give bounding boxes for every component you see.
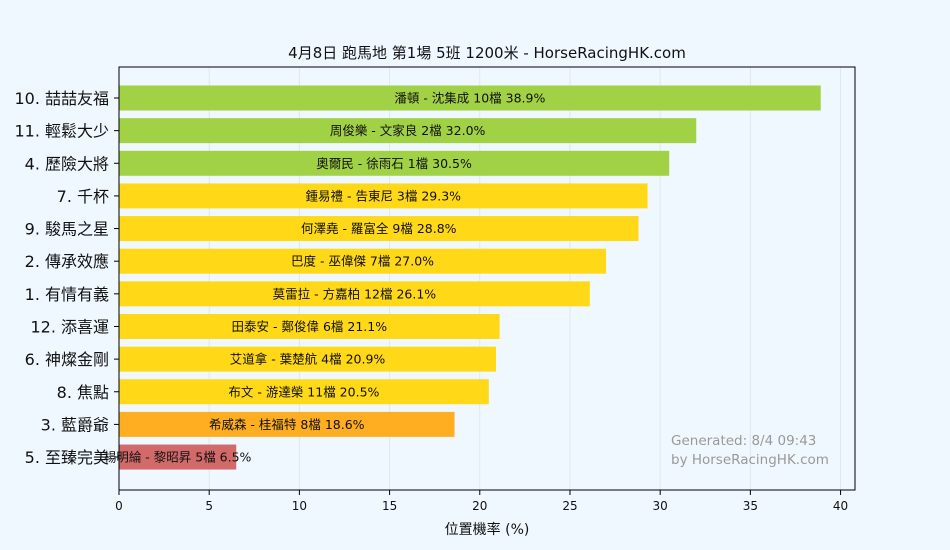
category-label: 7. 千杯: [57, 187, 109, 206]
bar: [119, 444, 237, 470]
bar-label: 希威森 - 桂福特 8檔 18.6%: [209, 417, 365, 432]
bar: [119, 248, 607, 274]
bar-label: 潘頓 - 沈集成 10檔 38.9%: [394, 91, 545, 106]
x-tick-label: 30: [653, 499, 668, 513]
bar-label: 巴度 - 巫偉傑 7檔 27.0%: [291, 254, 434, 269]
bar-label: 何澤堯 - 羅富全 9檔 28.8%: [301, 221, 457, 236]
x-tick-label: 0: [115, 499, 123, 513]
x-axis-label: 位置機率 (%): [445, 521, 530, 538]
category-label: 10. 喆喆友福: [14, 89, 109, 108]
category-label: 8. 焦點: [57, 383, 109, 402]
x-tick-label: 20: [472, 499, 487, 513]
bar-label: 艾道拿 - 葉楚航 4檔 20.9%: [230, 352, 386, 367]
category-label: 9. 駿馬之星: [25, 220, 109, 239]
chart-title: 4月8日 跑馬地 第1場 5班 1200米 - HorseRacingHK.co…: [288, 44, 686, 62]
bar-label: 奧爾民 - 徐雨石 1檔 30.5%: [316, 156, 472, 171]
bars: 潘頓 - 沈集成 10檔 38.9% 周俊樂 - 文家良 2檔 32.0% 奧爾民 …: [104, 85, 821, 470]
bar-label: 鍾易禮 - 告東尼 3檔 29.3%: [305, 188, 461, 203]
bar: [119, 281, 590, 307]
category-label: 3. 藍爵爺: [41, 415, 109, 434]
bar: [119, 216, 639, 242]
category-labels: 10. 喆喆友福 11. 輕鬆大少 4. 歷險大將 7. 千杯 9. 駿馬之星 2. 傳承…: [14, 89, 119, 467]
x-tick-label: 10: [292, 499, 307, 513]
watermark-generated: Generated: 8/4 09:43: [671, 433, 816, 449]
bar: [119, 150, 670, 176]
bar: [119, 379, 489, 405]
category-label: 11. 輕鬆大少: [14, 122, 109, 141]
category-label: 1. 有情有義: [25, 285, 109, 304]
bar: [119, 346, 497, 372]
x-axis-ticks: 0 5 10 15 20 25 30 35 40: [115, 490, 848, 513]
category-label: 6. 神燦金剛: [25, 350, 109, 369]
category-label: 12. 添喜運: [30, 317, 109, 336]
x-tick-label: 5: [205, 499, 213, 513]
category-label: 2. 傳承效應: [25, 252, 109, 271]
category-label: 4. 歷險大將: [25, 154, 109, 173]
bar: [119, 85, 821, 111]
bar-label: 周俊樂 - 文家良 2檔 32.0%: [330, 123, 486, 138]
bar-label: 田泰安 - 鄭俊偉 6檔 21.1%: [232, 319, 388, 334]
bar-label: 布文 - 游達榮 11檔 20.5%: [228, 384, 379, 399]
x-tick-label: 25: [562, 499, 577, 513]
x-tick-label: 15: [382, 499, 397, 513]
bar: [119, 183, 648, 209]
x-tick-label: 40: [833, 499, 848, 513]
bar-label: 莫雷拉 - 方嘉柏 12檔 26.1%: [273, 286, 437, 301]
x-tick-label: 35: [743, 499, 758, 513]
bar: [119, 313, 500, 339]
bar: [119, 411, 455, 437]
category-label: 5. 至臻完美: [25, 448, 109, 467]
bar-label: 楊明綸 - 黎昭昇 5檔 6.5%: [104, 450, 252, 465]
watermark-site: by HorseRacingHK.com: [671, 452, 829, 468]
bar: [119, 118, 697, 144]
plot-frame: [118, 66, 856, 491]
